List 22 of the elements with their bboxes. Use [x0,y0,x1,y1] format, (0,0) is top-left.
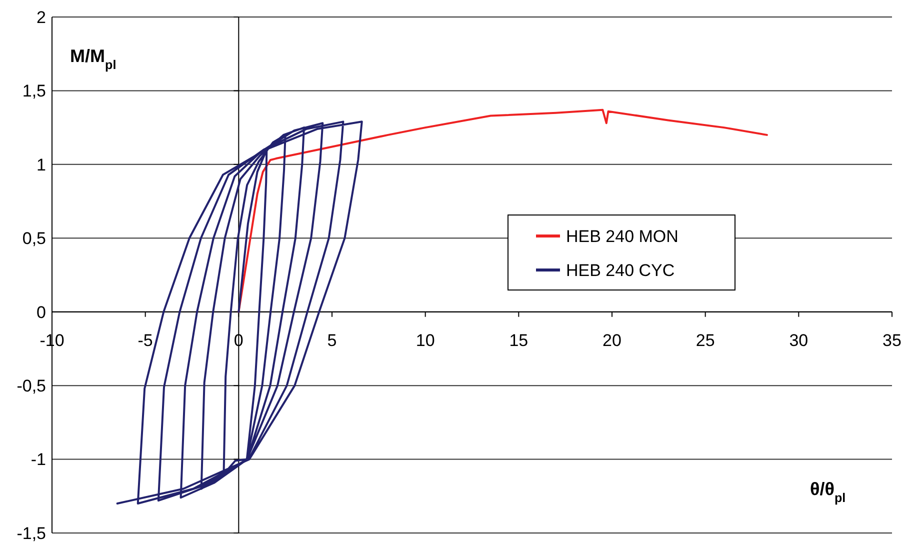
y-tick-label: 1,5 [22,82,46,101]
y-axis-title: M/M$_{pl}$ [70,46,116,72]
line-series [116,120,363,505]
legend-label: HEB 240 CYC [566,260,675,280]
legend-label: HEB 240 MON [566,226,678,246]
x-tick-label: 20 [602,330,622,350]
x-tick-label: 5 [327,330,337,350]
y-tick-label: -0,5 [16,376,46,396]
y-tick-label: -1,5 [16,524,46,543]
x-tick-label: 25 [696,330,715,350]
y-tick-label: 2 [36,8,46,27]
y-tick-label: -1 [30,450,46,470]
y-tick-label: 1 [36,155,46,174]
x-tick-label: -5 [138,330,153,350]
x-tick-label: 30 [789,330,808,350]
x-tick-label: 10 [416,330,435,350]
x-tick-label: 35 [882,330,902,350]
line-series [238,108,768,313]
x-tick-label: 15 [509,330,528,350]
x-axis-title: θ/θ$_{pl}$ [810,479,846,505]
y-tick-label: 0,5 [22,229,46,248]
y-tick-label: 0 [36,302,46,322]
